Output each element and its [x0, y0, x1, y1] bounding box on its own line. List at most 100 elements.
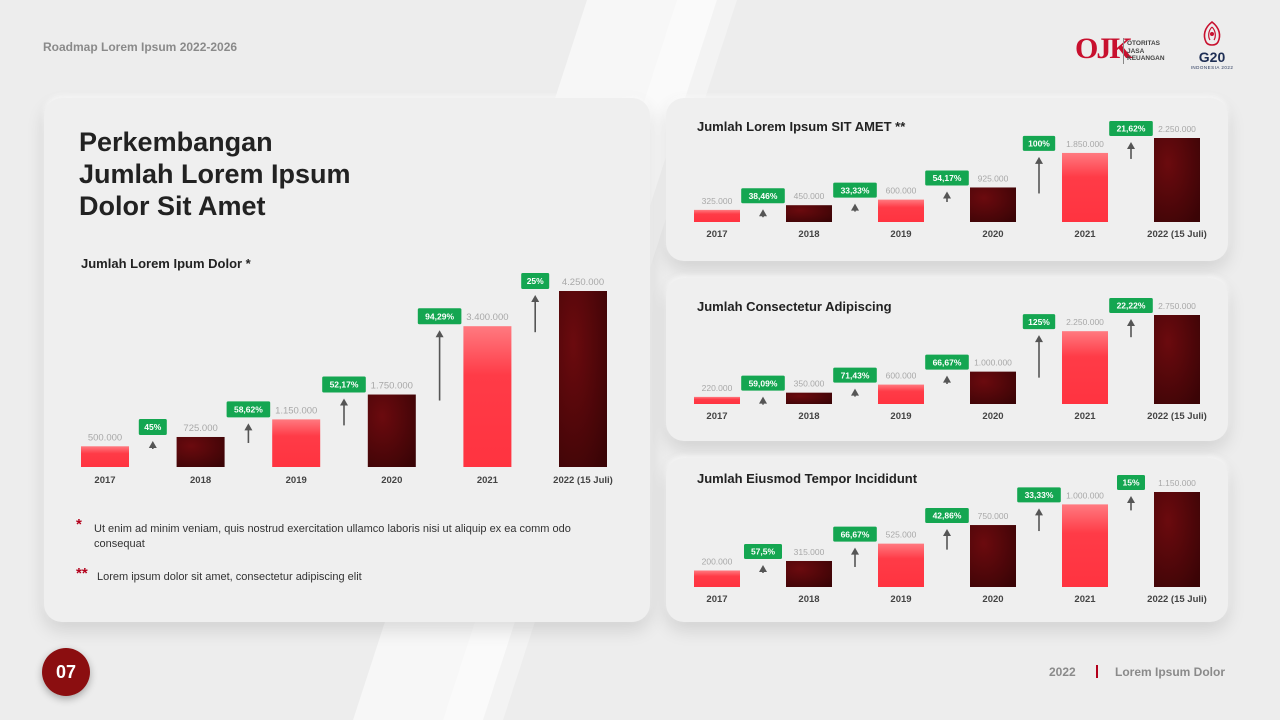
growth-badge-label: 21,62% — [1117, 124, 1146, 134]
category-label: 2022 (15 Juli) — [1147, 594, 1207, 605]
category-label: 2021 — [1074, 411, 1096, 422]
growth-arrow-head — [851, 547, 859, 555]
growth-arrow-head — [1035, 335, 1043, 343]
growth-badge — [417, 308, 462, 325]
footer-year: 2022 — [1049, 665, 1076, 679]
ojk-logo-line: JASA — [1127, 47, 1145, 55]
bar-value-label: 325.000 — [702, 196, 733, 206]
category-label: 2018 — [798, 594, 819, 605]
bar-value-label: 1.150.000 — [1158, 478, 1196, 488]
category-label: 2019 — [286, 475, 307, 486]
bar-chart-main: 500.000 2017 725.000 2018 1.150.000 2019 1.750… — [81, 273, 613, 486]
bar-value-label: 1.750.000 — [371, 381, 413, 392]
growth-badge-label: 57,5% — [751, 547, 776, 557]
bar-value-label: 925.000 — [978, 173, 1009, 183]
growth-badge-label: 58,62% — [234, 405, 263, 415]
growth-badge — [322, 376, 366, 393]
bar — [786, 560, 832, 587]
bar — [694, 396, 740, 404]
bar — [1154, 138, 1200, 222]
growth-arrow-head — [943, 375, 951, 383]
growth-badge-label: 15% — [1122, 478, 1139, 488]
bar-value-label: 2.250.000 — [1158, 124, 1196, 134]
bar-value-label: 600.000 — [886, 186, 917, 196]
growth-arrow-head — [943, 529, 951, 537]
chart-panel-consectetur: Jumlah Consectetur Adipiscing 220.000 201… — [666, 278, 1228, 441]
category-label: 2017 — [706, 411, 727, 422]
note-star: * — [76, 516, 82, 533]
growth-badge — [925, 354, 969, 370]
growth-arrow-head — [340, 398, 348, 406]
bar-value-label: 725.000 — [183, 423, 217, 434]
bar-value-label: 1.850.000 — [1066, 139, 1104, 149]
category-label: 2017 — [706, 594, 727, 605]
growth-arrow-head — [244, 423, 253, 431]
bar-chart-eiusmod: 200.000 2017 315.000 2018 525.000 2019 750.000… — [694, 475, 1207, 605]
growth-badge-label: 66,67% — [841, 529, 870, 539]
ojk-logo: OJK OTORITAS JASA KEUANGAN — [1075, 28, 1170, 68]
growth-badge — [521, 273, 550, 289]
chart-title: Jumlah Consectetur Adipiscing — [697, 299, 892, 314]
category-label: 2018 — [798, 229, 819, 240]
growth-badge — [925, 508, 969, 524]
growth-arrow-head — [759, 564, 767, 572]
growth-badge-label: 45% — [144, 422, 161, 432]
category-label: 2022 (15 Juli) — [1147, 411, 1207, 422]
growth-badge-label: 33,33% — [1025, 490, 1054, 500]
footer-label: Lorem Ipsum Dolor — [1115, 665, 1226, 679]
growth-badge-label: 52,17% — [330, 380, 359, 390]
bar — [1062, 331, 1108, 404]
growth-badge-label: 54,17% — [933, 173, 962, 183]
growth-badge — [833, 182, 877, 198]
growth-badge-label: 42,86% — [933, 511, 962, 521]
bar-value-label: 450.000 — [794, 191, 825, 201]
growth-arrow-head — [148, 440, 157, 448]
chart-title: Jumlah Eiusmod Tempor Incididunt — [697, 471, 918, 486]
bar-value-label: 500.000 — [88, 432, 122, 443]
growth-arrow-head — [1035, 156, 1043, 164]
category-label: 2021 — [1074, 594, 1096, 605]
category-label: 2020 — [982, 594, 1003, 605]
bar-chart-sit-amet: 325.000 2017 450.000 2018 600.000 2019 925.000… — [694, 121, 1207, 240]
growth-badge — [1109, 298, 1153, 313]
category-label: 2017 — [706, 229, 727, 240]
growth-badge — [1017, 487, 1061, 503]
bar — [367, 394, 416, 467]
bar — [878, 384, 924, 404]
bar — [878, 543, 924, 587]
growth-badge — [744, 543, 782, 559]
main-chart-panel: Perkembangan Jumlah Lorem Ipsum Dolor Si… — [44, 98, 650, 622]
bar-value-label: 220.000 — [702, 383, 733, 393]
bar-value-label: 1.000.000 — [974, 358, 1012, 368]
category-label: 2022 (15 Juli) — [553, 475, 613, 486]
bar — [1154, 315, 1200, 404]
growth-badge — [1022, 314, 1056, 330]
category-label: 2017 — [94, 475, 115, 486]
bar — [970, 371, 1016, 404]
category-label: 2020 — [982, 229, 1003, 240]
growth-badge-label: 100% — [1028, 139, 1050, 149]
category-label: 2019 — [890, 229, 911, 240]
category-label: 2020 — [982, 411, 1003, 422]
category-label: 2020 — [381, 475, 402, 486]
category-label: 2018 — [798, 411, 819, 422]
g20-logo: G20 INDONESIA 2022 — [1190, 20, 1234, 74]
page-title-line: Dolor Sit Amet — [79, 191, 266, 221]
growth-badge-label: 22,22% — [1117, 301, 1146, 311]
growth-arrow-head — [1035, 508, 1043, 516]
category-label: 2019 — [890, 411, 911, 422]
growth-arrow-head — [1127, 142, 1135, 149]
growth-badge — [741, 375, 785, 391]
growth-arrow-head — [851, 203, 859, 211]
note-star: ** — [76, 565, 88, 582]
growth-arrow-head — [1127, 496, 1135, 503]
category-label: 2019 — [890, 594, 911, 605]
page-title-line: Jumlah Lorem Ipsum — [79, 159, 351, 189]
bar — [970, 525, 1016, 587]
bar — [694, 570, 740, 587]
chart-panel-sit-amet: Jumlah Lorem Ipsum SIT AMET ** 325.000 20… — [666, 98, 1228, 261]
bar-chart-consectetur: 220.000 2017 350.000 2018 600.000 2019 1.000.0… — [694, 298, 1207, 422]
g20-emblem-icon — [1203, 20, 1221, 46]
bar — [81, 446, 129, 467]
bar-value-label: 750.000 — [978, 511, 1009, 521]
